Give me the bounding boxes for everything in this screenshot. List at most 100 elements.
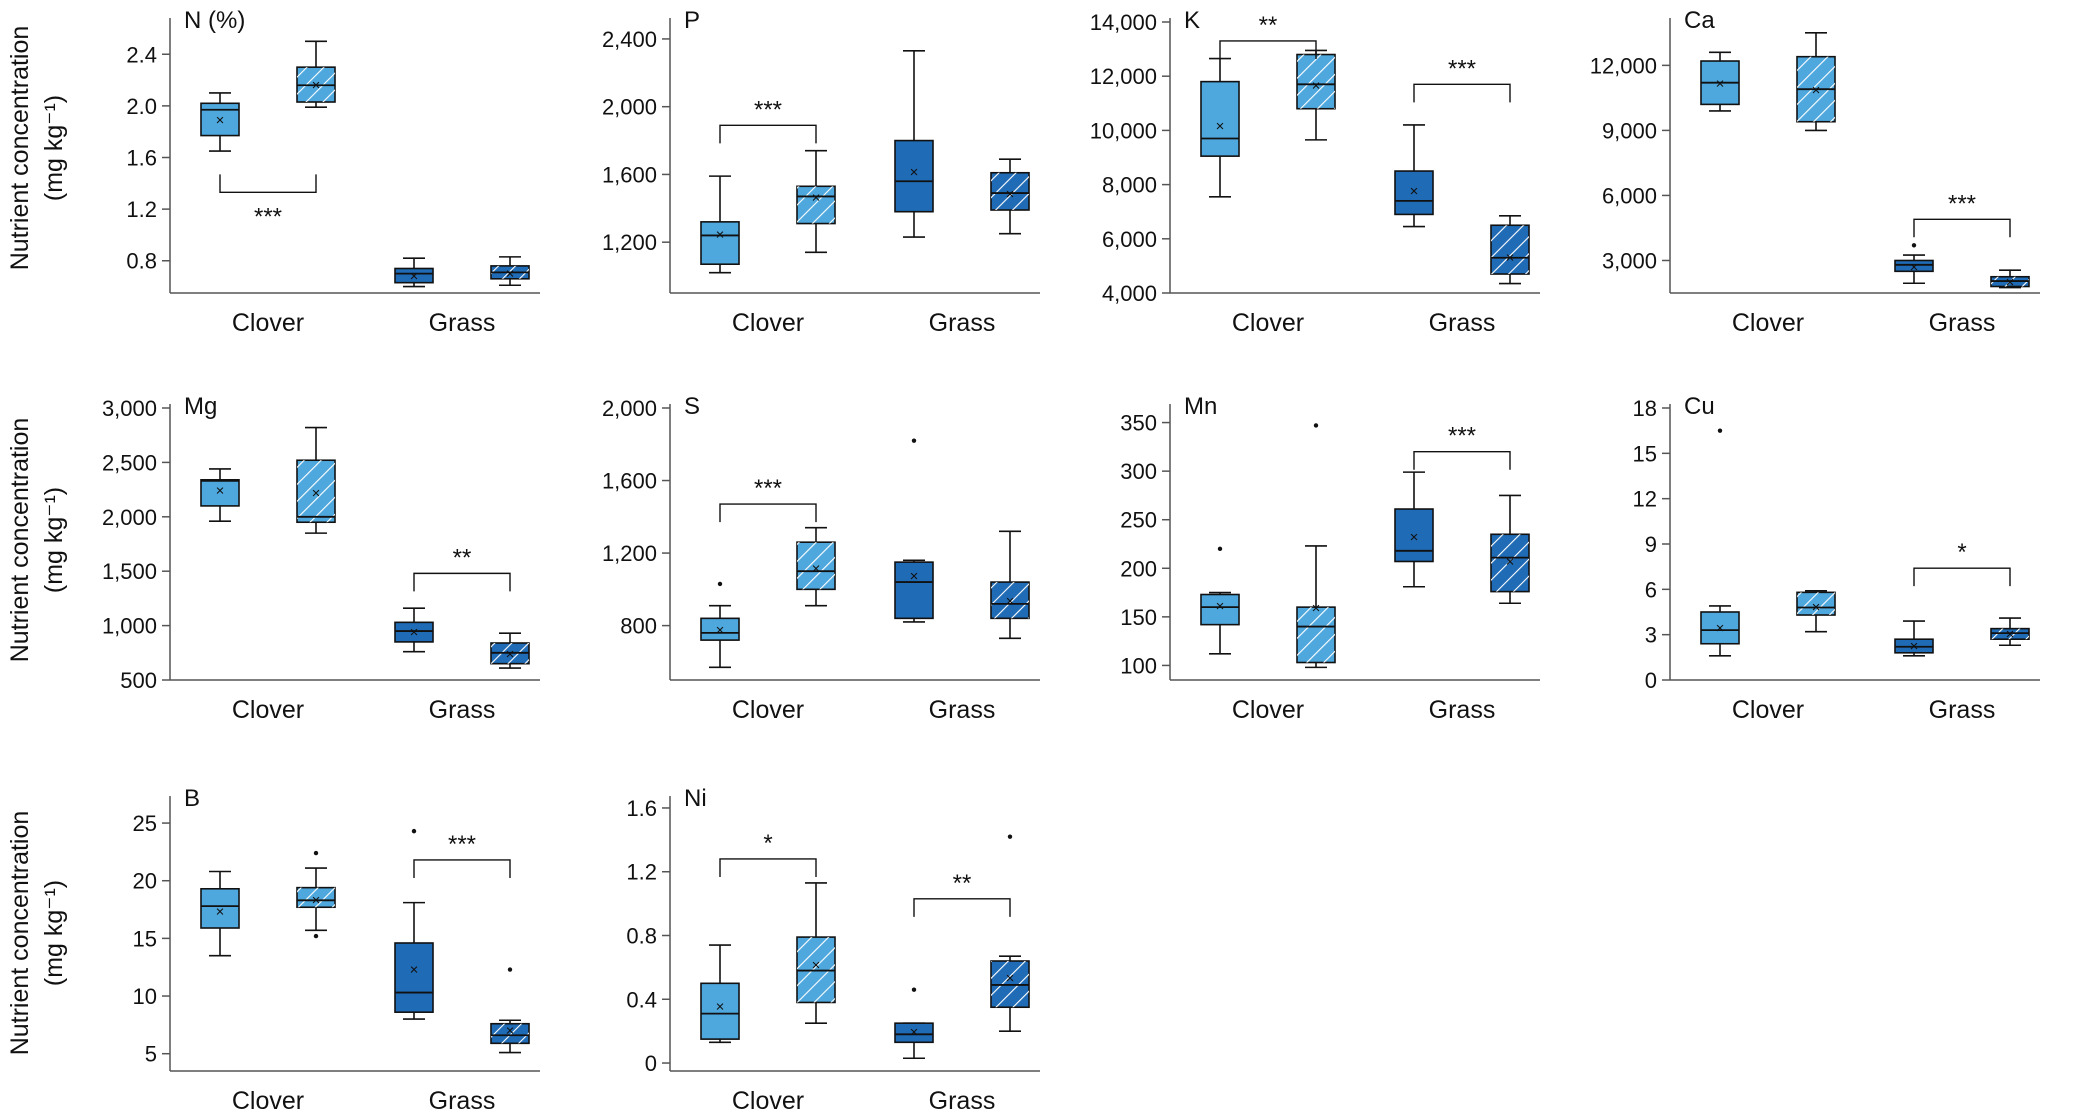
box-clover-hatched: × [296, 40, 336, 108]
significance-label: *** [754, 96, 782, 123]
panel-b: 5 10 15 20 25 Clover Grass B × × × × *** [133, 785, 540, 1115]
mean-marker: × [1812, 599, 1821, 616]
x-tick-label: Clover [732, 1087, 804, 1111]
box-clover-hatched: × [1296, 49, 1336, 141]
box-clover-hatched: × [296, 850, 336, 939]
box-hatch [797, 542, 835, 590]
y-tick-label: 6,000 [1602, 183, 1657, 208]
mean-marker: × [1716, 620, 1725, 637]
mean-marker: × [716, 999, 725, 1016]
x-tick-label: Clover [232, 1087, 304, 1111]
y-tick-label: 0 [645, 1051, 657, 1076]
box-hatch [491, 1023, 529, 1044]
significance-bracket [413, 859, 511, 878]
mean-marker: × [312, 485, 321, 502]
x-tick-label: Grass [1929, 309, 1996, 337]
y-axis-title-row2-line1: Nutrient concentration [6, 418, 34, 663]
x-tick-label: Clover [1732, 309, 1804, 337]
significance-label: *** [254, 203, 282, 230]
box-body [1894, 259, 1934, 273]
box-grass-plain: × [394, 828, 434, 1020]
mean-marker: × [716, 227, 725, 244]
box-grass-hatched: × [1990, 269, 2030, 291]
x-tick-label: Grass [1429, 696, 1496, 724]
box-clover-plain: × [1700, 51, 1740, 112]
box-grass-hatched: × [990, 530, 1030, 640]
x-tick-label: Clover [1232, 309, 1304, 337]
box-grass-plain: × [394, 607, 434, 653]
box-hatch [1797, 592, 1835, 616]
box-hatch [797, 186, 835, 224]
mean-marker: × [910, 1024, 919, 1041]
y-tick-label: 2,000 [102, 505, 157, 530]
y-tick-label: 2,400 [602, 27, 657, 52]
panel-title: N (%) [184, 7, 245, 34]
x-tick-label: Clover [232, 309, 304, 337]
mean-marker: × [2006, 626, 2015, 643]
significance-bracket [1219, 40, 1317, 59]
x-tick-label: Grass [929, 1087, 996, 1111]
x-tick-label: Grass [929, 309, 996, 337]
mean-marker: × [216, 112, 225, 129]
y-tick-label: 1.2 [126, 197, 157, 222]
box-body [394, 621, 434, 643]
box-body [1200, 593, 1240, 626]
mean-marker: × [812, 561, 821, 578]
significance-bracket [719, 124, 817, 144]
y-axis-title-row2-line2: (mg kg⁻¹) [40, 487, 68, 593]
box-grass-plain: × [894, 987, 934, 1060]
y-tick-label: 1.2 [626, 860, 657, 885]
x-tick-label: Grass [429, 696, 496, 724]
box-hatch [1491, 534, 1529, 592]
significance-label: *** [1448, 55, 1476, 82]
box-grass-plain: × [394, 257, 434, 288]
box-body [200, 102, 240, 137]
box-clover-plain: × [700, 581, 740, 669]
box-clover-hatched: × [296, 426, 336, 534]
outlier-point [1717, 428, 1723, 433]
y-tick-label: 250 [1120, 508, 1157, 533]
box-grass-plain: × [894, 49, 934, 238]
box-clover-hatched: × [1296, 423, 1336, 669]
significance-label: ** [953, 870, 972, 897]
y-tick-label: 150 [1120, 605, 1157, 630]
box-clover-hatched: × [796, 526, 836, 607]
mean-marker: × [1216, 598, 1225, 615]
y-axis-title-row3-line2: (mg kg⁻¹) [40, 880, 68, 986]
box-grass-plain: × [1894, 243, 1934, 285]
y-tick-label: 5 [145, 1042, 157, 1067]
box-clover-hatched: × [1796, 590, 1836, 633]
x-tick-label: Grass [429, 309, 496, 337]
box-body [394, 942, 434, 1013]
y-tick-label: 800 [620, 614, 657, 639]
y-tick-label: 3,000 [102, 396, 157, 421]
y-tick-label: 18 [1633, 396, 1657, 421]
outlier-point [411, 828, 417, 834]
y-tick-label: 300 [1120, 459, 1157, 484]
x-tick-label: Grass [929, 696, 996, 724]
mean-marker: × [312, 892, 321, 909]
y-tick-label: 1,000 [102, 614, 157, 639]
box-grass-plain: × [1894, 620, 1934, 657]
panel-title: K [1184, 7, 1200, 34]
panel-title: Cu [1684, 393, 1715, 420]
y-tick-label: 1,200 [602, 230, 657, 255]
mean-marker: × [910, 164, 919, 181]
panel-title: Mn [1184, 393, 1217, 420]
outlier-point [911, 987, 917, 992]
panel-title: P [684, 7, 700, 34]
box-hatch [1491, 225, 1529, 275]
box-hatch [1297, 607, 1335, 663]
box-clover-hatched: × [796, 882, 836, 1024]
outlier-point [1007, 834, 1013, 839]
y-tick-label: 350 [1120, 411, 1157, 436]
significance-label: ** [453, 544, 472, 571]
box-body [200, 479, 240, 507]
mean-marker: × [1910, 638, 1919, 655]
mean-marker: × [910, 568, 919, 585]
box-body [1394, 508, 1434, 563]
y-tick-label: 2.4 [126, 42, 157, 67]
mean-marker: × [1006, 186, 1015, 203]
box-clover-plain: × [700, 944, 740, 1044]
